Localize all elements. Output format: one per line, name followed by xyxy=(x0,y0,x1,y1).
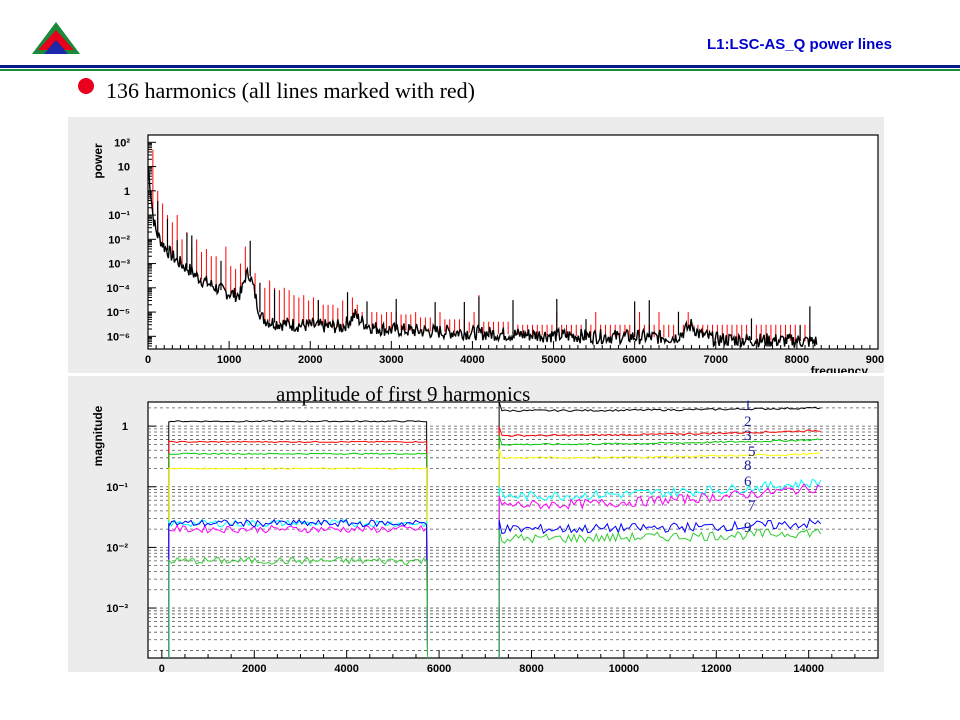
series-label-7: 7 xyxy=(748,498,756,514)
axes: 0 2000 4000 6000 8000 10000 12000 14000 1 10⁻¹ 10⁻… xyxy=(91,405,856,672)
y-tick-label: 10⁻¹ xyxy=(106,482,128,494)
series-2-line xyxy=(168,426,821,659)
series-3-line xyxy=(168,435,821,659)
x-tick-label: 2000 xyxy=(242,663,266,672)
x-tick-label: 4000 xyxy=(334,663,358,672)
series-label-9: 9 xyxy=(744,520,752,536)
x-tick-label: 4000 xyxy=(460,354,484,366)
series-5-line xyxy=(168,448,821,659)
x-tick-label: 3000 xyxy=(379,354,403,366)
x-tick-label: 9000 xyxy=(866,354,884,366)
series-6-line xyxy=(168,483,822,659)
grid-lines xyxy=(148,407,878,651)
bullet-text: 136 harmonics (all lines marked with red… xyxy=(106,78,476,103)
series-label-1: 1 xyxy=(744,398,752,414)
y-tick-label: 1 xyxy=(124,186,130,198)
ligo-triangle-logo xyxy=(32,22,80,54)
series-9-line xyxy=(168,528,822,659)
spectrum-line xyxy=(147,166,818,348)
x-tick-label: 2000 xyxy=(298,354,322,366)
x-tick-label: 10000 xyxy=(609,663,640,672)
power-spectrum-chart: 0 1000 2000 3000 4000 5000 6000 7000 8000 9000 10²… xyxy=(68,117,884,373)
y-tick-label: 10⁻⁶ xyxy=(107,331,130,343)
y-tick-label: 10 xyxy=(118,162,130,174)
x-tick-label: 12000 xyxy=(701,663,732,672)
x-tick-label: 14000 xyxy=(793,663,824,672)
harmonic-amplitude-svg: 0 2000 4000 6000 8000 10000 12000 14000 1 10⁻¹ 10⁻… xyxy=(68,376,884,672)
y-tick-label: 1 xyxy=(122,421,128,433)
y-tick-label: 10⁻¹ xyxy=(108,210,130,222)
x-tick-label: 8000 xyxy=(519,663,543,672)
x-tick-label: 8000 xyxy=(785,354,809,366)
y-tick-label: 10² xyxy=(114,137,130,149)
y-tick-label: 10⁻³ xyxy=(106,603,128,615)
y-tick-label: 10⁻⁴ xyxy=(107,283,130,295)
x-tick-label: 5000 xyxy=(541,354,565,366)
x-tick-label: 0 xyxy=(145,354,151,366)
power-spectrum-svg: 0 1000 2000 3000 4000 5000 6000 7000 8000 9000 10²… xyxy=(68,117,884,373)
x-tick-label: 6000 xyxy=(427,663,451,672)
axes: 0 1000 2000 3000 4000 5000 6000 7000 8000 9000 10²… xyxy=(91,137,884,373)
x-tick-label: 6000 xyxy=(622,354,646,366)
series-label-6: 6 xyxy=(744,474,752,490)
series-label-8: 8 xyxy=(744,458,752,474)
header-rule-navy xyxy=(0,65,960,68)
harmonic-series xyxy=(168,401,822,659)
harmonics-title: amplitude of first 9 harmonics xyxy=(276,382,531,406)
x-axis-label: frequency xyxy=(811,364,869,373)
y-tick-label: 10⁻² xyxy=(108,234,130,246)
x-tick-label: 0 xyxy=(159,663,165,672)
y-tick-label: 10⁻² xyxy=(106,542,128,554)
y-tick-label: 10⁻³ xyxy=(108,259,130,271)
series-7-line xyxy=(168,518,822,659)
slide-title: L1:LSC-AS_Q power lines xyxy=(706,36,892,53)
series-label-3: 3 xyxy=(744,428,752,444)
spectrum-series xyxy=(147,166,818,348)
series-1-line xyxy=(168,401,821,659)
x-tick-label: 1000 xyxy=(217,354,241,366)
series-label-2: 2 xyxy=(744,414,752,430)
y-axis-label: magnitude xyxy=(91,405,105,466)
header-rule-green xyxy=(0,69,960,71)
y-tick-label: 10⁻⁵ xyxy=(107,307,130,319)
harmonic-amplitude-chart: 0 2000 4000 6000 8000 10000 12000 14000 1 10⁻¹ 10⁻… xyxy=(68,376,884,672)
y-axis-label: power xyxy=(91,143,105,179)
x-tick-label: 7000 xyxy=(704,354,728,366)
bullet-dot xyxy=(78,78,94,94)
series-label-5: 5 xyxy=(748,444,756,460)
